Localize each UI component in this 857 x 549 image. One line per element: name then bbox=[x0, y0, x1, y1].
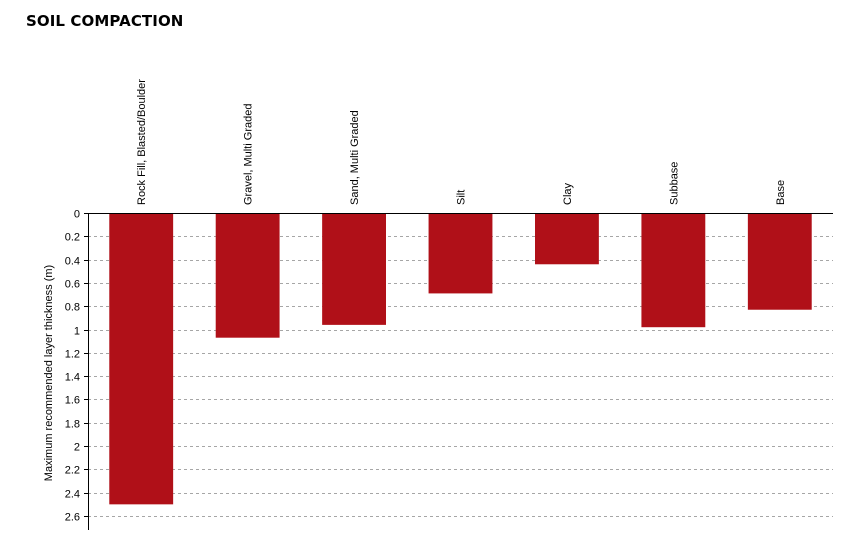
category-label: Clay bbox=[562, 182, 574, 205]
bar bbox=[322, 213, 386, 325]
bar bbox=[747, 213, 812, 310]
axes bbox=[84, 213, 833, 530]
bar bbox=[535, 213, 599, 265]
chart-title: SOIL COMPACTION bbox=[26, 12, 184, 30]
y-tick-label: 0.8 bbox=[65, 302, 80, 314]
y-tick-label: 0.2 bbox=[65, 232, 80, 244]
bar bbox=[641, 213, 706, 328]
y-tick-label: 0.6 bbox=[65, 279, 80, 291]
bars bbox=[109, 213, 812, 505]
y-tick-label: 0 bbox=[74, 209, 80, 221]
category-label: Subbase bbox=[668, 162, 680, 205]
category-label: Sand, Multi Graded bbox=[349, 110, 361, 205]
y-axis-label: Maximum recommended layer thickness (m) bbox=[43, 265, 55, 481]
y-tick-label: 2.4 bbox=[65, 489, 80, 501]
category-label: Silt bbox=[456, 190, 468, 205]
y-tick-label: 2.6 bbox=[65, 512, 80, 524]
category-label: Rock Fill, Blasted/Boulder bbox=[136, 79, 148, 205]
y-tick-labels: 0 0.2 0.4 0.6 0.8 1 1.2 1.4 1.6 1.8 2 2.2 2.4 2.6 bbox=[65, 209, 80, 524]
bar bbox=[428, 213, 493, 294]
category-label: Base bbox=[775, 180, 787, 205]
y-tick-label: 1 bbox=[74, 326, 80, 338]
y-tick-label: 1.6 bbox=[65, 395, 80, 407]
bar bbox=[109, 213, 174, 505]
bar bbox=[215, 213, 280, 338]
y-tick-label: 0.4 bbox=[65, 256, 80, 268]
category-label: Gravel, Multi Graded bbox=[243, 104, 255, 205]
y-tick-label: 1.2 bbox=[65, 349, 80, 361]
y-tick-label: 1.4 bbox=[65, 372, 80, 384]
y-tick-label: 1.8 bbox=[65, 419, 80, 431]
y-tick-label: 2.2 bbox=[65, 465, 80, 477]
y-tick-label: 2 bbox=[74, 442, 80, 454]
category-labels: Rock Fill, Blasted/Boulder Gravel, Multi … bbox=[136, 79, 787, 205]
